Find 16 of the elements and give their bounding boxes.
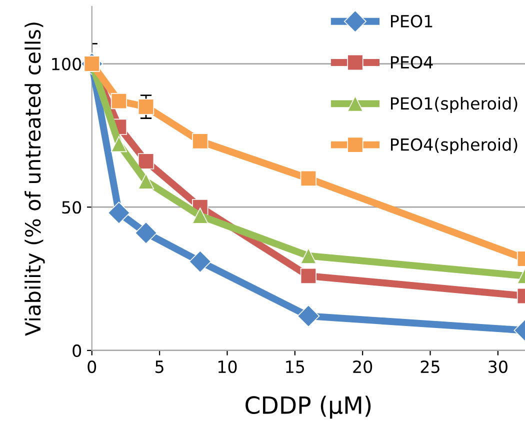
x-tick-label: 10 bbox=[218, 360, 237, 374]
x-tick-label: 15 bbox=[286, 360, 304, 374]
legend-label: PEO4 bbox=[391, 56, 433, 69]
y-tick-label: 0 bbox=[72, 344, 82, 358]
legend-label: PEO1 bbox=[391, 14, 432, 28]
y-axis-title: Viability (% of untreated cells) bbox=[24, 22, 45, 336]
y-tick-label: 50 bbox=[62, 201, 82, 214]
x-tick-label: 25 bbox=[420, 360, 440, 374]
x-tick-label: 0 bbox=[88, 360, 96, 374]
x-tick-label: 30 bbox=[488, 360, 508, 374]
legend-label: PEO4(spheroid) bbox=[391, 138, 518, 154]
y-tick-label: 100 bbox=[52, 58, 82, 70]
x-axis-title: CDDP (μM) bbox=[246, 396, 371, 419]
x-tick-label: 5 bbox=[156, 360, 164, 374]
legend-label: PEO1(spheroid) bbox=[391, 96, 518, 113]
x-tick-label: 20 bbox=[353, 360, 372, 374]
